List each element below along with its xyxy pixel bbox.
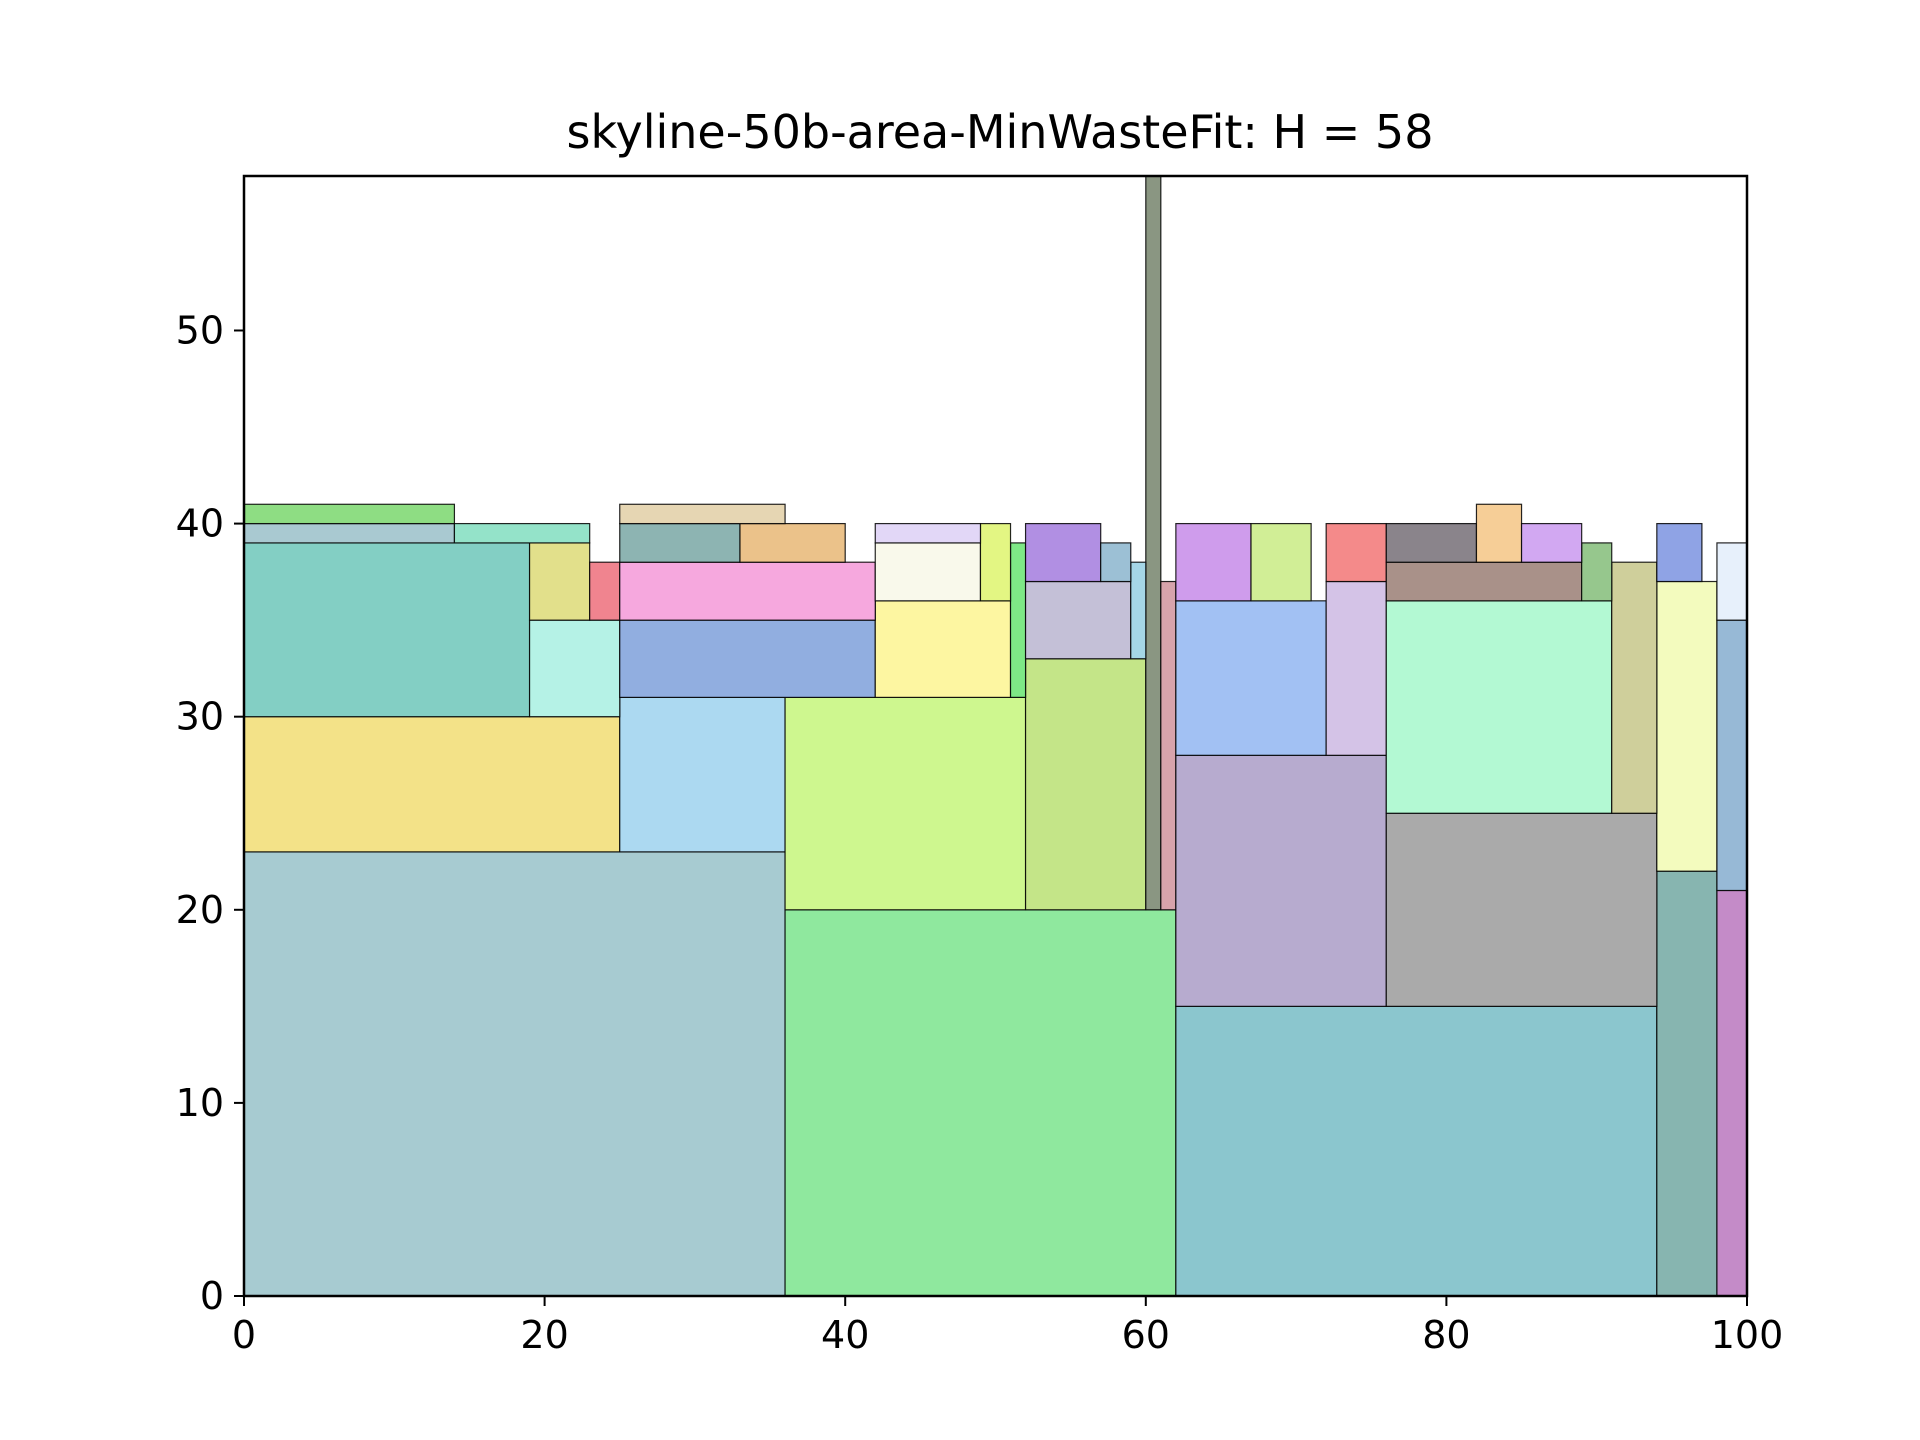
packed-rectangle-1	[244, 852, 785, 1296]
rectangles-group	[244, 176, 1747, 1296]
x-tick-label: 100	[1711, 1313, 1784, 1357]
x-tick-label: 20	[520, 1313, 568, 1357]
packed-rectangle-31	[875, 543, 980, 601]
packed-rectangle-48	[1386, 524, 1476, 563]
packed-rectangle-25	[1386, 601, 1611, 813]
packed-rectangle-26	[1612, 562, 1657, 813]
packed-rectangle-45	[740, 524, 845, 563]
packed-rectangle-16	[244, 543, 530, 717]
packed-rectangle-44	[620, 524, 740, 563]
y-tick-label: 50	[176, 308, 224, 352]
packed-rectangle-35	[1176, 524, 1251, 601]
packed-rectangle-34	[1101, 543, 1131, 582]
packed-rectangle-49	[1476, 504, 1521, 562]
packed-rectangle-30	[620, 562, 876, 620]
packed-rectangle-43	[454, 524, 589, 543]
packed-rectangle-46	[620, 504, 785, 523]
packed-rectangle-8	[785, 697, 1025, 909]
packed-rectangle-33	[1026, 524, 1101, 582]
packed-rectangle-29	[590, 562, 620, 620]
packed-rectangle-42	[244, 504, 454, 523]
packed-rectangle-7	[620, 697, 785, 851]
x-tick-label: 60	[1122, 1313, 1170, 1357]
chart-title: skyline-50b-area-MinWasteFit: H = 58	[567, 105, 1434, 159]
packed-rectangle-5	[1717, 890, 1747, 1296]
packed-rectangle-20	[1011, 543, 1026, 697]
packed-rectangle-17	[530, 620, 620, 717]
y-tick-label: 20	[176, 888, 224, 932]
packed-rectangle-38	[1386, 562, 1581, 601]
packed-rectangle-10	[1146, 176, 1161, 910]
packed-rectangle-22	[1131, 562, 1146, 659]
packed-rectangle-32	[980, 524, 1010, 601]
y-tick-label: 0	[200, 1274, 224, 1318]
packed-rectangle-41	[244, 524, 454, 543]
y-tick-label: 10	[176, 1081, 224, 1125]
packed-rectangle-3	[1176, 1006, 1657, 1296]
packed-rectangle-4	[1657, 871, 1717, 1296]
packed-rectangle-39	[1582, 543, 1612, 601]
y-tick-label: 30	[176, 695, 224, 739]
packed-rectangle-11	[1161, 582, 1176, 910]
packed-rectangle-24	[1326, 582, 1386, 756]
packed-rectangle-19	[875, 601, 1010, 698]
packed-rectangle-21	[1026, 582, 1131, 659]
packed-rectangle-23	[1176, 601, 1326, 755]
packed-rectangle-50	[1522, 524, 1582, 563]
x-tick-label: 0	[232, 1313, 256, 1357]
packed-rectangle-15	[1717, 620, 1747, 890]
packed-rectangle-13	[1386, 813, 1657, 1006]
packed-rectangle-18	[620, 620, 876, 697]
packed-rectangle-12	[1176, 755, 1386, 1006]
y-tick-label: 40	[176, 502, 224, 546]
packed-rectangle-47	[875, 524, 980, 543]
packed-rectangle-9	[1026, 659, 1146, 910]
packed-rectangle-28	[530, 543, 590, 620]
x-tick-label: 40	[821, 1313, 869, 1357]
packed-rectangle-36	[1251, 524, 1311, 601]
packed-rectangle-27	[1717, 543, 1747, 620]
x-tick-label: 80	[1422, 1313, 1470, 1357]
y-axis: 0 10 20 30 40 50	[176, 308, 244, 1318]
packed-rectangle-2	[785, 910, 1176, 1296]
packed-rectangle-14	[1657, 582, 1717, 872]
x-axis: 0 20 40 60 80 100	[232, 1296, 1783, 1357]
packed-rectangle-6	[244, 717, 620, 852]
packed-rectangle-40	[1657, 524, 1702, 582]
packed-rectangle-37	[1326, 524, 1386, 582]
